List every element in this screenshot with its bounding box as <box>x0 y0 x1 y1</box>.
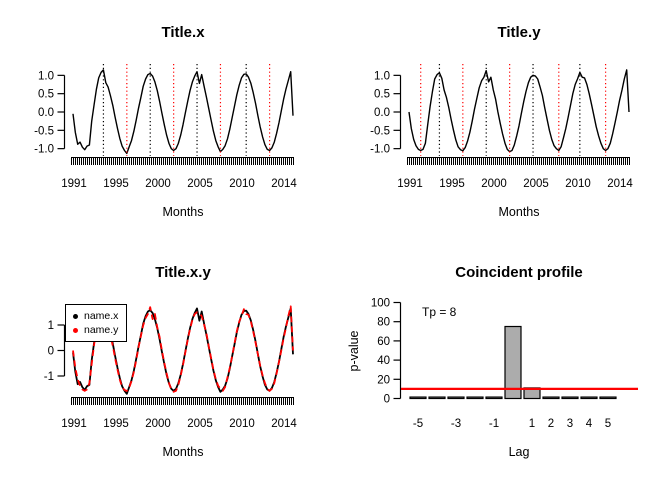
x-tick-label: 4 <box>586 418 593 430</box>
x-tick-label: 2010 <box>565 178 591 190</box>
y-tick-label: 100 <box>371 298 390 310</box>
bar-lag-2 <box>542 396 560 400</box>
monthly-rug-axis <box>407 157 630 165</box>
panel-title-y-plot: 1.0 0.5 0.0 -0.5 -1.0 1991 1995 2000 2005 2010 201… <box>370 64 633 190</box>
x-tick-label: 1991 <box>61 418 87 430</box>
y-tick-label: 1.0 <box>374 70 390 82</box>
legend-item-name-x: name.x <box>73 309 118 323</box>
bar-lag--2 <box>466 396 484 400</box>
months-axis-label-top-right: Months <box>498 205 540 219</box>
x-tick-label: 3 <box>567 418 573 430</box>
y-tick-label: 0 <box>48 346 54 358</box>
x-tick-label: 1995 <box>103 418 129 430</box>
legend-marker-name-x <box>73 313 78 319</box>
months-axis-label-bottom-left: Months <box>162 445 204 459</box>
y-tick-label: 0.5 <box>374 89 390 101</box>
x-tick-label: 2000 <box>481 178 507 190</box>
p-value-axis-label: p-value <box>347 330 361 372</box>
panel-coincident-profile-plot: 100 80 60 40 20 0 -5 -3 -1 1 2 3 4 5 <box>371 298 638 430</box>
panel-title-x-heading: Title.x <box>161 24 205 41</box>
y-tick-label: -0.5 <box>370 125 390 137</box>
legend-box: name.x name.y <box>65 304 128 342</box>
bar-lag-4 <box>580 396 598 400</box>
series-x <box>72 69 294 155</box>
y-tick-label: 60 <box>377 336 390 348</box>
bar-lag--5 <box>409 396 427 400</box>
legend-label-name-y: name.y <box>84 324 119 336</box>
x-tick-label: 2010 <box>229 178 255 190</box>
x-tick-label: 1995 <box>439 178 465 190</box>
x-tick-label: -5 <box>413 418 423 430</box>
y-tick-label: -0.5 <box>34 125 54 137</box>
bar-lag--4 <box>428 396 446 400</box>
bar-lag-5 <box>599 396 617 400</box>
y-tick-label: 40 <box>377 355 390 367</box>
panel-title-x-plot: 1.0 0.5 0.0 -0.5 -1.0 1991 1995 2000 2005 2010 201… <box>34 64 297 190</box>
panel-title-y-heading: Title.y <box>497 24 541 41</box>
bar-lag-0 <box>504 325 522 400</box>
y-tick-label: -1 <box>44 371 54 383</box>
x-tick-label: 2000 <box>145 418 171 430</box>
x-tick-label: -1 <box>489 418 499 430</box>
y-tick-label: 0.0 <box>374 107 390 119</box>
x-tick-label: 2000 <box>145 178 171 190</box>
x-tick-label: -3 <box>451 418 461 430</box>
x-tick-label: 2 <box>548 418 554 430</box>
y-tick-label: 1.0 <box>38 70 54 82</box>
bar-lag--1 <box>485 396 503 400</box>
panel-coincident-profile-heading: Coincident profile <box>455 264 583 281</box>
x-tick-label: 2005 <box>187 178 213 190</box>
x-tick-label: 5 <box>605 418 611 430</box>
legend-marker-name-y <box>73 327 78 333</box>
y-tick-label: 0.0 <box>38 107 54 119</box>
x-tick-label: 1 <box>529 418 535 430</box>
x-tick-label: 1991 <box>397 178 423 190</box>
x-tick-label: 2005 <box>523 178 549 190</box>
x-tick-label: 1995 <box>103 178 129 190</box>
x-tick-label: 2014 <box>607 178 633 190</box>
lag-axis-label: Lag <box>508 445 530 459</box>
series-y <box>408 69 630 153</box>
y-tick-label: 0 <box>384 394 390 406</box>
x-tick-label: 1991 <box>61 178 87 190</box>
y-tick-label: 1 <box>48 320 54 332</box>
bar-lag-3 <box>561 396 579 400</box>
y-tick-label: -1.0 <box>370 144 390 156</box>
y-tick-label: 0.5 <box>38 89 54 101</box>
y-tick-label: -1.0 <box>34 144 54 156</box>
x-tick-label: 2014 <box>271 178 297 190</box>
monthly-rug-axis <box>71 157 294 165</box>
y-tick-label: 80 <box>377 317 390 329</box>
legend-item-name-y: name.y <box>73 323 118 337</box>
x-tick-label: 2010 <box>229 418 255 430</box>
x-tick-label: 2014 <box>271 418 297 430</box>
legend-label-name-x: name.x <box>84 310 119 322</box>
tp-annotation: Tp = 8 <box>422 305 457 319</box>
months-axis-label-top-left: Months <box>162 205 204 219</box>
x-tick-label: 2005 <box>187 418 213 430</box>
monthly-rug-axis <box>71 397 294 405</box>
y-tick-label: 20 <box>377 374 390 386</box>
bar-lag--3 <box>447 396 465 400</box>
panel-title-xy-heading: Title.x.y <box>155 264 211 281</box>
